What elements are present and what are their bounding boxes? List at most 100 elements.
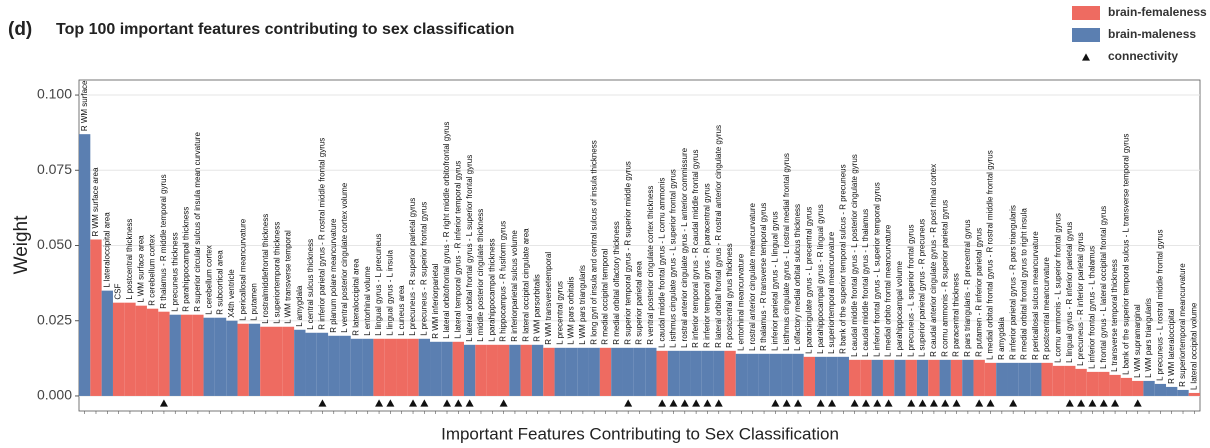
feature-label: L caudal middle frontal gyrus - L poster… xyxy=(850,154,859,357)
connectivity-marks xyxy=(159,399,1142,407)
legend-label: connectivity xyxy=(1108,49,1178,63)
bar xyxy=(1007,362,1019,396)
bar xyxy=(396,338,408,396)
bar xyxy=(316,332,329,396)
feature-label: R lateral occipital cingulate area xyxy=(521,228,530,342)
bar xyxy=(441,341,453,396)
feature-label: R long gyri of insula and central sulcus… xyxy=(589,140,598,345)
connectivity-marker xyxy=(861,399,870,407)
bar xyxy=(203,317,215,396)
bar xyxy=(237,323,249,396)
connectivity-marker xyxy=(386,399,395,407)
bar xyxy=(769,353,782,396)
connectivity-marker xyxy=(952,399,961,407)
feature-label: L superiortemporal thickness xyxy=(272,222,281,324)
bar xyxy=(1132,380,1144,396)
feature-label: L caudal middle frontal gyrus - L cornu … xyxy=(657,178,666,348)
feature-label: L lingual gyrus - L precuneus xyxy=(374,234,383,336)
bar xyxy=(1109,374,1121,396)
chart-title: Top 100 important features contributing … xyxy=(56,21,514,38)
legend-swatch xyxy=(1072,28,1100,42)
bar xyxy=(248,323,261,396)
connectivity-marker xyxy=(680,399,689,407)
bar xyxy=(407,338,419,396)
feature-label: L isthmus cingulate gyrus - L rostral me… xyxy=(782,153,791,351)
bar xyxy=(916,359,929,396)
feature-label: L central sulcus thickness xyxy=(306,239,315,330)
connectivity-marker xyxy=(907,399,916,407)
feature-label: R inferior parietal gyrus - R pars trian… xyxy=(1008,205,1017,360)
bar xyxy=(1030,362,1042,396)
feature-label: L isthmus cingulate gyrus - L superior f… xyxy=(669,169,678,348)
bar xyxy=(531,344,544,396)
feature-label: R thalamus - R transverse temporal gyrus xyxy=(759,203,768,351)
bar xyxy=(497,344,510,396)
connectivity-marker xyxy=(1099,399,1108,407)
legend-marker xyxy=(1082,53,1090,61)
y-tick-label: 0.050 xyxy=(37,236,72,252)
connectivity-marker xyxy=(782,399,791,407)
feature-label: R caudal anterior cingulate gyrus - R po… xyxy=(929,164,938,357)
connectivity-marker xyxy=(714,399,723,407)
feature-label: R WM surface area xyxy=(91,167,100,236)
bar xyxy=(90,239,102,396)
connectivity-marker xyxy=(929,399,938,407)
bar xyxy=(180,314,193,396)
bar xyxy=(543,347,555,396)
feature-label: R WM inferiorparietal xyxy=(431,263,440,338)
feature-label: R WM surface area xyxy=(80,62,89,131)
bar xyxy=(996,362,1008,396)
feature-label: R bank of the superior temporal sulcus -… xyxy=(838,164,847,353)
y-axis-label: Weight xyxy=(11,215,32,275)
y-tick-label: 0.025 xyxy=(37,311,72,327)
bar xyxy=(509,344,521,396)
bar xyxy=(1064,365,1076,396)
feature-label: L rostral anterior cingulate gyrus - L a… xyxy=(680,147,689,347)
connectivity-marker xyxy=(1111,399,1120,407)
bar xyxy=(735,353,748,396)
bar xyxy=(984,362,997,396)
connectivity-marker xyxy=(318,399,327,407)
bar xyxy=(973,359,985,396)
bar xyxy=(713,350,725,396)
feature-label: L WM pars orbitalis xyxy=(567,277,576,345)
bar xyxy=(146,308,159,396)
bar xyxy=(282,326,295,396)
feature-label: L WM surface area xyxy=(136,235,145,303)
feature-label: L middle posterior cingulate thickness xyxy=(476,209,485,342)
bar xyxy=(418,338,431,396)
bar xyxy=(1018,362,1031,396)
feature-label: R parahippocampal thickness xyxy=(182,207,191,312)
feature-label: L bank of the superior temporal sulcus -… xyxy=(1122,134,1131,375)
connectivity-marker xyxy=(850,399,859,407)
bar xyxy=(554,347,566,396)
legend-label: brain-femaleness xyxy=(1108,5,1207,19)
bar xyxy=(882,359,895,396)
feature-label: L precuneus thickness xyxy=(170,232,179,311)
feature-label: R WM lateraloccipital xyxy=(1167,309,1176,384)
feature-label: L WM pars triangularis xyxy=(578,265,587,345)
bar xyxy=(305,332,317,396)
connectivity-marker xyxy=(624,399,633,407)
feature-label: L transverse temporal thickness xyxy=(1110,259,1119,372)
feature-label: R superior circular sulcus of insula mea… xyxy=(193,132,202,312)
bar xyxy=(792,353,804,396)
feature-label: L caudal middle frontal gyrus - L thalam… xyxy=(861,209,870,357)
x-axis-label: Important Features Contributing to Sex C… xyxy=(441,424,839,443)
feature-label: L WM supramarginal xyxy=(1133,304,1142,378)
feature-label: L paracingulate gyrus - L precentral gyr… xyxy=(804,207,813,354)
feature-label: L rostral anterior cingulate meancurvatu… xyxy=(748,202,757,350)
feature-label: L inferior parietal gyrus - L lingual gy… xyxy=(770,211,779,350)
bar xyxy=(701,350,714,396)
feature-label: L medial orbito frontal meancurvature xyxy=(884,224,893,357)
bar xyxy=(101,290,113,396)
feature-label: L precuneus - L superior frontal gyrus xyxy=(906,224,915,356)
bar xyxy=(1086,371,1099,396)
connectivity-marker xyxy=(1009,399,1018,407)
feature-label: L WM pars triangularis xyxy=(1144,298,1153,378)
bar xyxy=(260,326,272,396)
feature-label: L rostralmiddlefrontal thickness xyxy=(261,214,270,324)
bar xyxy=(894,359,906,396)
feature-label: X4th ventricle xyxy=(227,269,236,318)
bar xyxy=(1143,380,1155,396)
